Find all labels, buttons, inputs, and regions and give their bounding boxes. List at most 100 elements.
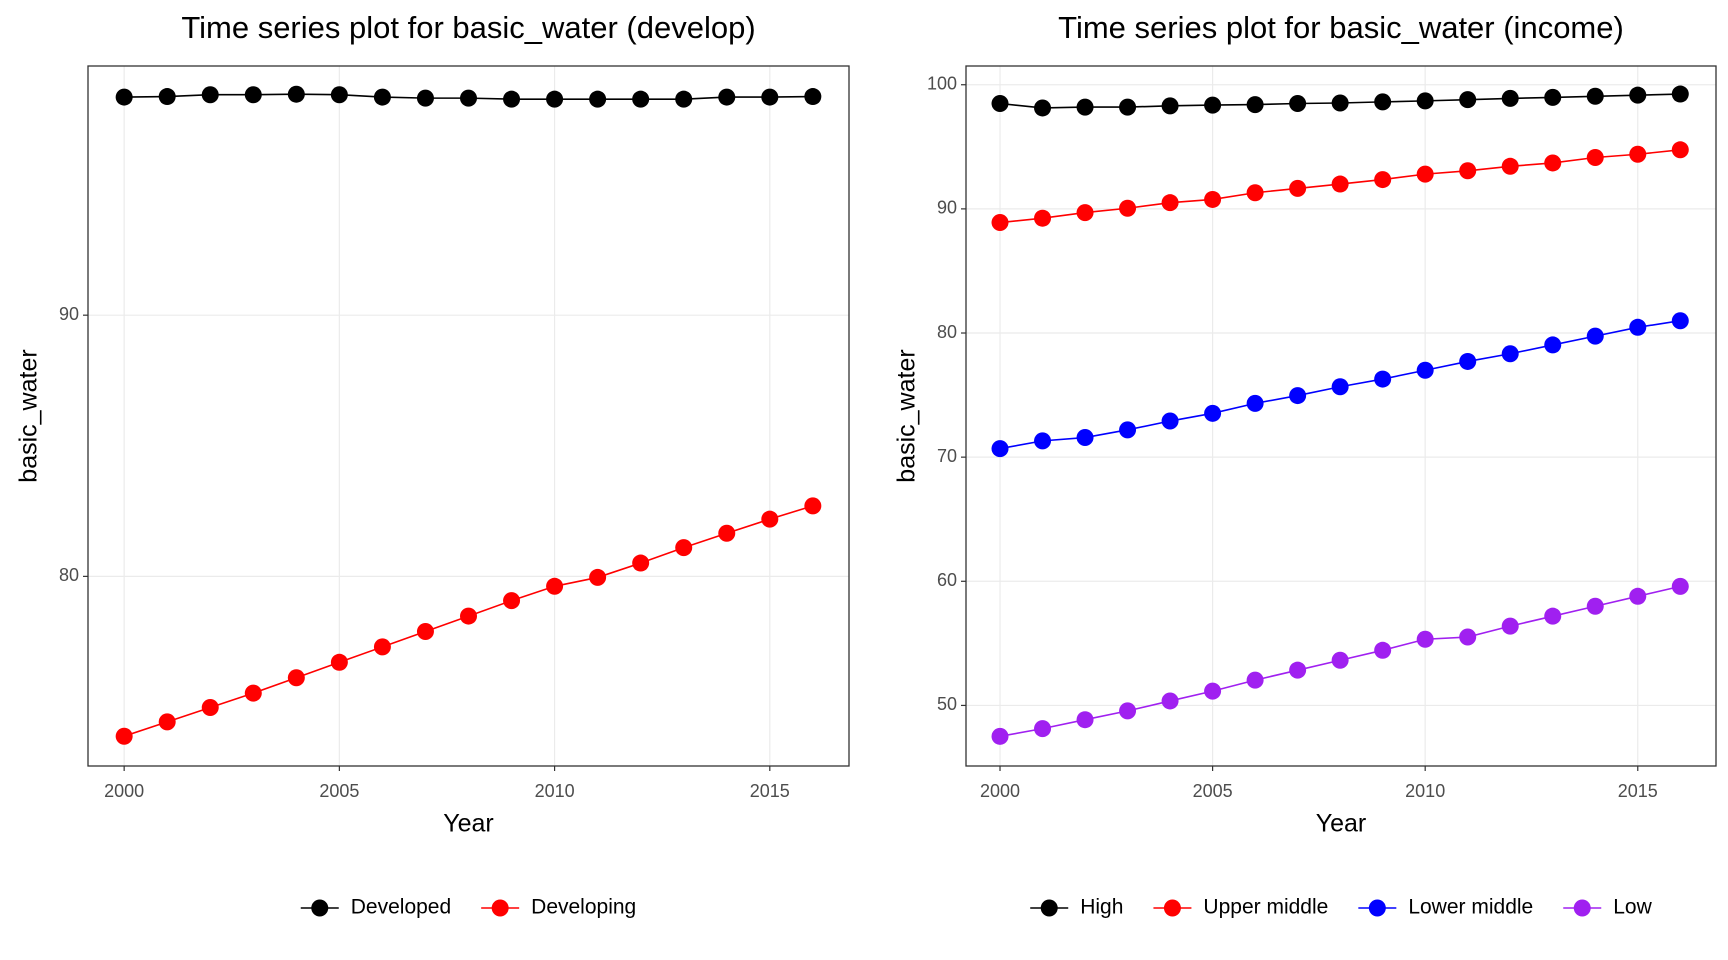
- point: [416, 89, 434, 107]
- legend: High Upper middle Lower middle Low: [1030, 896, 1653, 919]
- point: [1331, 651, 1349, 669]
- point: [158, 713, 176, 731]
- x-axis-title: Year: [443, 810, 494, 838]
- point: [1204, 96, 1222, 114]
- point: [1119, 199, 1137, 217]
- point: [115, 88, 133, 106]
- legend-label: Developed: [351, 896, 451, 919]
- point: [675, 90, 693, 108]
- point: [1289, 179, 1307, 197]
- plot-border: [87, 65, 850, 767]
- x-tick-label: 2015: [1618, 781, 1658, 801]
- legend-label: Developing: [531, 896, 636, 919]
- point: [546, 90, 564, 108]
- point: [1501, 89, 1519, 107]
- point: [1034, 209, 1052, 227]
- point: [287, 85, 305, 103]
- point: [1416, 361, 1434, 379]
- point: [1459, 352, 1477, 370]
- point: [1119, 98, 1137, 116]
- point: [1586, 327, 1604, 345]
- point: [373, 88, 391, 106]
- point: [1076, 204, 1094, 222]
- x-tick-label: 2005: [319, 781, 359, 801]
- point: [804, 88, 822, 106]
- point: [1076, 711, 1094, 729]
- point: [1586, 87, 1604, 105]
- chart-title: Time series plot for basic_water (develo…: [181, 10, 755, 45]
- point: [991, 727, 1009, 745]
- point: [1671, 85, 1689, 103]
- plot-border: [965, 65, 1717, 767]
- y-axis-title: basic_water: [893, 349, 921, 482]
- point: [1416, 630, 1434, 648]
- x-tick-label: 2005: [1193, 781, 1233, 801]
- chart-title: Time series plot for basic_water (income…: [1058, 10, 1624, 45]
- point: [330, 86, 348, 104]
- point: [1374, 641, 1392, 659]
- x-tick-label: 2000: [980, 781, 1020, 801]
- point: [1374, 370, 1392, 388]
- point: [244, 86, 262, 104]
- point: [287, 669, 305, 687]
- point: [330, 653, 348, 671]
- legend-label: High: [1080, 896, 1123, 919]
- point: [1629, 145, 1647, 163]
- point: [1076, 98, 1094, 116]
- point: [718, 524, 736, 542]
- point: [1586, 148, 1604, 166]
- point: [675, 539, 693, 557]
- point: [1629, 318, 1647, 336]
- y-tick-label: 100: [927, 73, 957, 93]
- legend-key: [491, 899, 509, 917]
- point: [1161, 412, 1179, 430]
- point: [546, 577, 564, 595]
- point: [244, 684, 262, 702]
- legend-key: [1040, 899, 1058, 917]
- legend-label: Upper middle: [1203, 896, 1328, 919]
- point: [1161, 692, 1179, 710]
- point: [115, 727, 133, 745]
- legend-key: [1163, 899, 1181, 917]
- point: [991, 214, 1009, 232]
- point: [1671, 141, 1689, 159]
- point: [1034, 99, 1052, 117]
- point: [1161, 194, 1179, 212]
- legend-key: [1368, 899, 1386, 917]
- point: [1331, 175, 1349, 193]
- point: [201, 698, 219, 716]
- point: [1246, 184, 1264, 202]
- point: [1544, 154, 1562, 172]
- legend: Developed Developing: [300, 896, 636, 919]
- point: [1629, 86, 1647, 104]
- point: [503, 592, 521, 610]
- point: [1034, 432, 1052, 450]
- point: [1501, 617, 1519, 635]
- point: [1671, 577, 1689, 595]
- point: [1629, 587, 1647, 605]
- point: [1246, 96, 1264, 114]
- point: [1374, 171, 1392, 189]
- y-axis-title: basic_water: [15, 349, 43, 482]
- point: [1289, 94, 1307, 112]
- x-tick-label: 2015: [750, 781, 790, 801]
- point: [1161, 97, 1179, 115]
- point: [1586, 597, 1604, 615]
- point: [1204, 190, 1222, 208]
- point: [718, 88, 736, 106]
- y-tick-label: 70: [937, 446, 957, 466]
- legend-label: Low: [1613, 896, 1652, 919]
- legend-key: [311, 899, 329, 917]
- y-tick-label: 90: [59, 304, 79, 324]
- y-tick-label: 80: [59, 565, 79, 585]
- x-tick-label: 2010: [1405, 781, 1445, 801]
- point: [1374, 93, 1392, 111]
- point: [1501, 157, 1519, 175]
- point: [416, 622, 434, 640]
- point: [1289, 661, 1307, 679]
- point: [761, 88, 779, 106]
- y-tick-label: 60: [937, 570, 957, 590]
- point: [1501, 345, 1519, 363]
- y-tick-label: 90: [937, 198, 957, 218]
- point: [1544, 607, 1562, 625]
